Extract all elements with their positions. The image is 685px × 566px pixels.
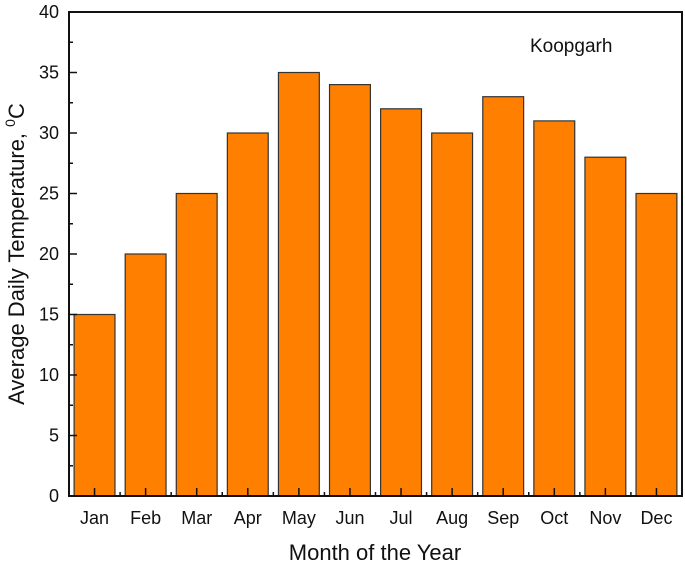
bar-may [277, 71, 320, 497]
y-tick-label: 40 [39, 2, 59, 22]
x-tick-label: Aug [436, 508, 468, 528]
x-axis: Jan Feb Mar Apr May Jun Jul Aug Sep Oct Nov Dec [80, 488, 672, 528]
bar-oct [533, 120, 576, 497]
y-tick-label: 30 [39, 123, 59, 143]
y-tick-label: 0 [49, 486, 59, 506]
x-tick-label: Mar [181, 508, 212, 528]
x-tick-label: Nov [589, 508, 621, 528]
y-tick-label: 35 [39, 63, 59, 83]
x-tick-label: Jul [390, 508, 413, 528]
x-tick-label: Dec [640, 508, 672, 528]
x-tick-label: Sep [487, 508, 519, 528]
bar-mar [175, 192, 218, 497]
y-tick-label: 25 [39, 184, 59, 204]
bar-apr [226, 132, 269, 497]
y-axis-title: Average Daily Temperature, 0C [2, 103, 29, 405]
y-tick-label: 10 [39, 365, 59, 385]
y-tick-label: 20 [39, 244, 59, 264]
bar-feb [124, 253, 167, 497]
y-axis-title-main: Average Daily Temperature, [4, 127, 29, 405]
bar-sep [482, 96, 525, 497]
y-axis-title-superscript: 0 [2, 119, 18, 127]
y-tick-label: 15 [39, 305, 59, 325]
x-tick-label: Oct [540, 508, 568, 528]
bar-jul [380, 108, 423, 497]
bar-dec [635, 192, 678, 497]
bar-jun [328, 83, 371, 497]
x-tick-label: Jan [80, 508, 109, 528]
bars-group [73, 71, 678, 497]
x-axis-title: Month of the Year [289, 540, 461, 565]
y-tick-label: 5 [49, 426, 59, 446]
x-tick-label: Apr [234, 508, 262, 528]
plot-frame [68, 11, 683, 497]
bar-aug [431, 132, 474, 497]
y-axis-title-unit: C [4, 103, 29, 119]
x-tick-label: Jun [335, 508, 364, 528]
bar-jan [73, 313, 116, 497]
y-axis: 0 5 10 15 20 25 30 35 40 [39, 2, 77, 506]
x-tick-label: May [282, 508, 316, 528]
chart-annotation: Koopgarh [530, 36, 612, 57]
x-tick-label: Feb [130, 508, 161, 528]
bar-nov [584, 156, 627, 497]
